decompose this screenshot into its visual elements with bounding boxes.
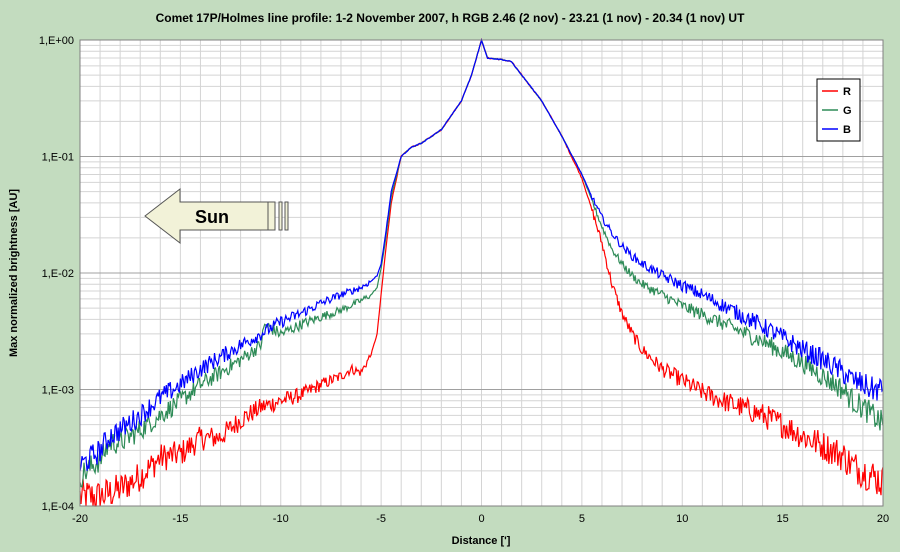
- y-tick-label: 1,E-04: [42, 501, 74, 513]
- x-tick-label: -20: [72, 513, 88, 525]
- x-tick-label: -15: [172, 513, 188, 525]
- sun-arrow-tail-stripe: [284, 201, 289, 231]
- x-tick-label: 10: [676, 513, 688, 525]
- sun-arrow-tail-stripe: [267, 201, 276, 231]
- x-tick-label: 15: [777, 513, 789, 525]
- sun-label: Sun: [195, 207, 229, 227]
- y-axis-label: Max normalized brightness [AU]: [8, 189, 20, 357]
- chart-title: Comet 17P/Holmes line profile: 1-2 Novem…: [156, 11, 746, 25]
- plot-border: [79, 39, 884, 507]
- sun-arrow-tail-stripe: [278, 201, 283, 231]
- x-axis-label: Distance [']: [452, 535, 511, 547]
- legend-label-G: G: [843, 105, 852, 117]
- y-tick-label: 1,E+00: [39, 35, 74, 47]
- sun-annotation: Sun: [144, 187, 289, 245]
- y-tick-label: 1,E-01: [42, 152, 74, 164]
- tick-labels: -20 -15 -10 -5 0 5 10 15 20 1,E-04 1,E-03 1,E-02 1,E…: [39, 35, 889, 525]
- x-tick-label: -10: [273, 513, 289, 525]
- y-tick-label: 1,E-02: [42, 268, 74, 280]
- legend-label-R: R: [843, 86, 851, 98]
- x-tick-label: 5: [579, 513, 585, 525]
- legend: RGB: [816, 78, 861, 142]
- legend-label-B: B: [843, 124, 851, 136]
- x-tick-label: 0: [478, 513, 484, 525]
- y-tick-label: 1,E-03: [42, 385, 74, 397]
- x-tick-label: -5: [376, 513, 386, 525]
- x-tick-label: 20: [877, 513, 889, 525]
